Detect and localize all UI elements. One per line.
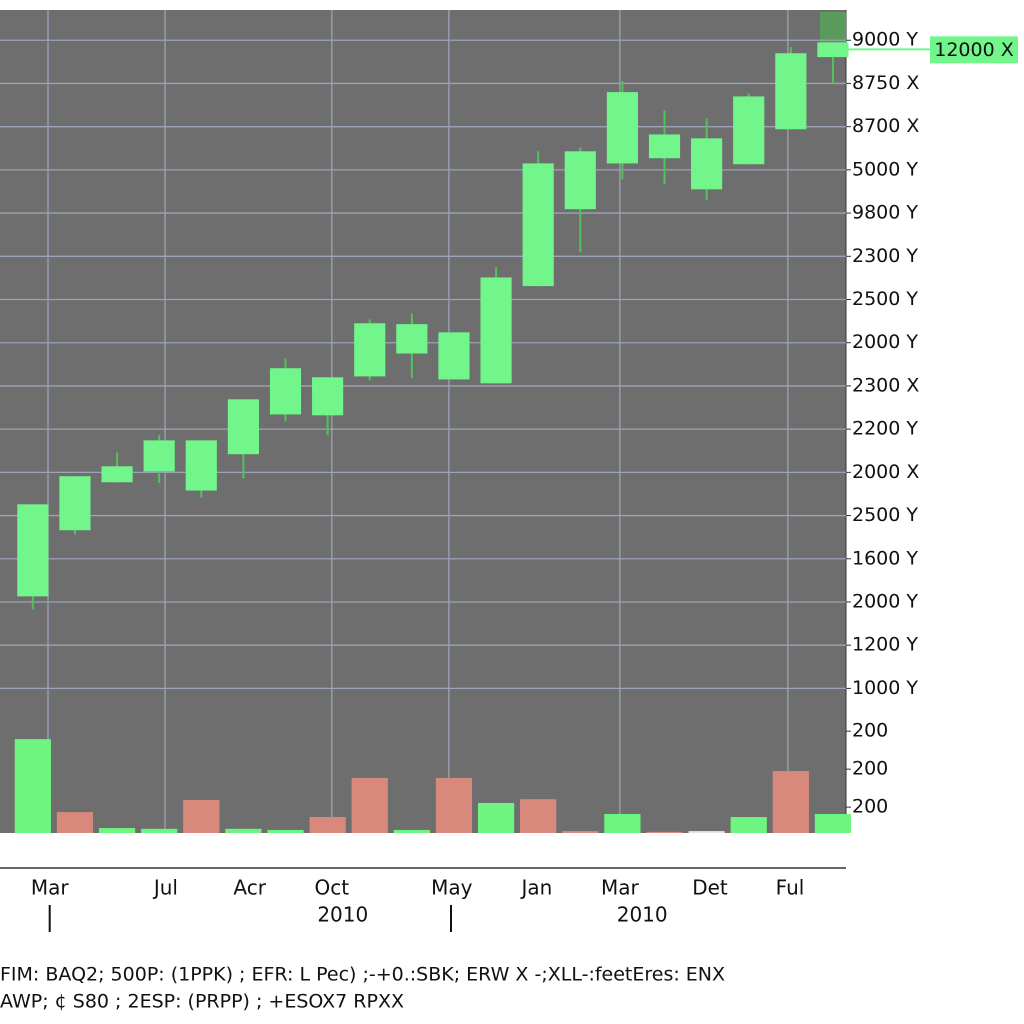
- year-label: 2010: [617, 903, 668, 927]
- y-tick-label: 9800 Y: [852, 202, 918, 224]
- candle-body: [354, 323, 386, 377]
- volume-bar: [98, 828, 136, 833]
- volume-bar: [520, 799, 557, 833]
- x-tick-label: May: [431, 876, 473, 900]
- volume-bar: [267, 829, 304, 833]
- y-tick-label: 2500 Y: [852, 504, 918, 526]
- volume-bar: [814, 814, 852, 833]
- candle-body: [438, 332, 470, 380]
- y-tick-label: 8700 X: [852, 115, 919, 137]
- volume-bar: [646, 831, 683, 833]
- candle-body: [269, 368, 302, 415]
- volume-bar: [56, 812, 94, 833]
- candle-body: [101, 466, 133, 483]
- candle-body: [648, 134, 681, 159]
- candle-body: [227, 399, 259, 455]
- volume-bar: [562, 831, 599, 833]
- x-tick-label: Ful: [776, 876, 805, 900]
- volume-bar: [225, 828, 262, 833]
- volume-bar: [351, 777, 388, 833]
- y-tick-label: 1200 Y: [852, 634, 918, 656]
- volume-bar: [435, 777, 473, 833]
- volume-bar: [477, 802, 515, 833]
- candle-body: [312, 377, 344, 416]
- y-tick-label: 1000 Y: [852, 677, 918, 699]
- last-price-label: 12000 X: [934, 39, 1014, 61]
- plot-background: [0, 10, 846, 833]
- candle-body: [606, 92, 638, 164]
- y-tick-label: 2000 X: [852, 461, 919, 483]
- candle-body: [480, 277, 512, 384]
- x-tick-label: Jan: [519, 876, 552, 900]
- volume-bar: [309, 817, 346, 833]
- candle-body: [775, 53, 807, 130]
- volume-bar: [183, 799, 220, 833]
- footer-line: AWP; ¢ S80 ; 2ESP: (PRPP) ; +ESOX7 RPXX: [0, 991, 404, 1013]
- x-tick-label: Mar: [601, 876, 640, 900]
- volume-bar: [141, 828, 178, 833]
- y-tick-label: 2000 Y: [852, 590, 918, 612]
- candle-body: [564, 151, 596, 210]
- x-tick-label: Mar: [31, 876, 70, 900]
- corner-marker: [820, 12, 846, 43]
- y-tick-label: 2500 Y: [852, 288, 918, 310]
- volume-tick-label: 200: [852, 720, 888, 742]
- y-tick-label: 8750 X: [852, 72, 919, 94]
- y-tick-label: 2300 X: [852, 374, 919, 396]
- volume-tick-label: 200: [852, 758, 888, 780]
- volume-bar: [604, 814, 641, 833]
- year-label: 2010: [317, 903, 368, 927]
- volume-bar: [14, 739, 51, 833]
- y-tick-label: 2200 Y: [852, 418, 918, 440]
- volume-tick-label: 200: [852, 796, 888, 818]
- candle-body: [143, 440, 175, 472]
- y-tick-label: 2000 Y: [852, 331, 918, 353]
- candle-body: [691, 138, 723, 190]
- volume-bar: [393, 829, 430, 833]
- footer-line: FIM: BAQ2; 500P: (1PPK) ; EFR: L Pec) ;-…: [0, 964, 725, 986]
- y-tick-label: 2300 Y: [852, 245, 918, 267]
- volume-bar: [772, 771, 809, 833]
- candle-body: [733, 96, 765, 165]
- y-tick-label: 9000 Y: [852, 29, 918, 51]
- y-tick-label: 1600 Y: [852, 547, 918, 569]
- candle-body: [59, 476, 91, 531]
- last-price-box: [930, 36, 1018, 64]
- candle-body: [396, 324, 428, 354]
- volume-bar: [688, 831, 725, 833]
- x-tick-label: Acr: [233, 876, 266, 900]
- candle-body: [522, 163, 554, 287]
- x-tick-label: Jul: [152, 876, 178, 900]
- candle-body: [17, 504, 49, 597]
- volume-bar: [730, 817, 767, 833]
- x-tick-label: Oct: [315, 876, 350, 900]
- candle-body: [185, 440, 217, 491]
- x-tick-label: Det: [692, 876, 728, 900]
- y-tick-label: 5000 Y: [852, 158, 918, 180]
